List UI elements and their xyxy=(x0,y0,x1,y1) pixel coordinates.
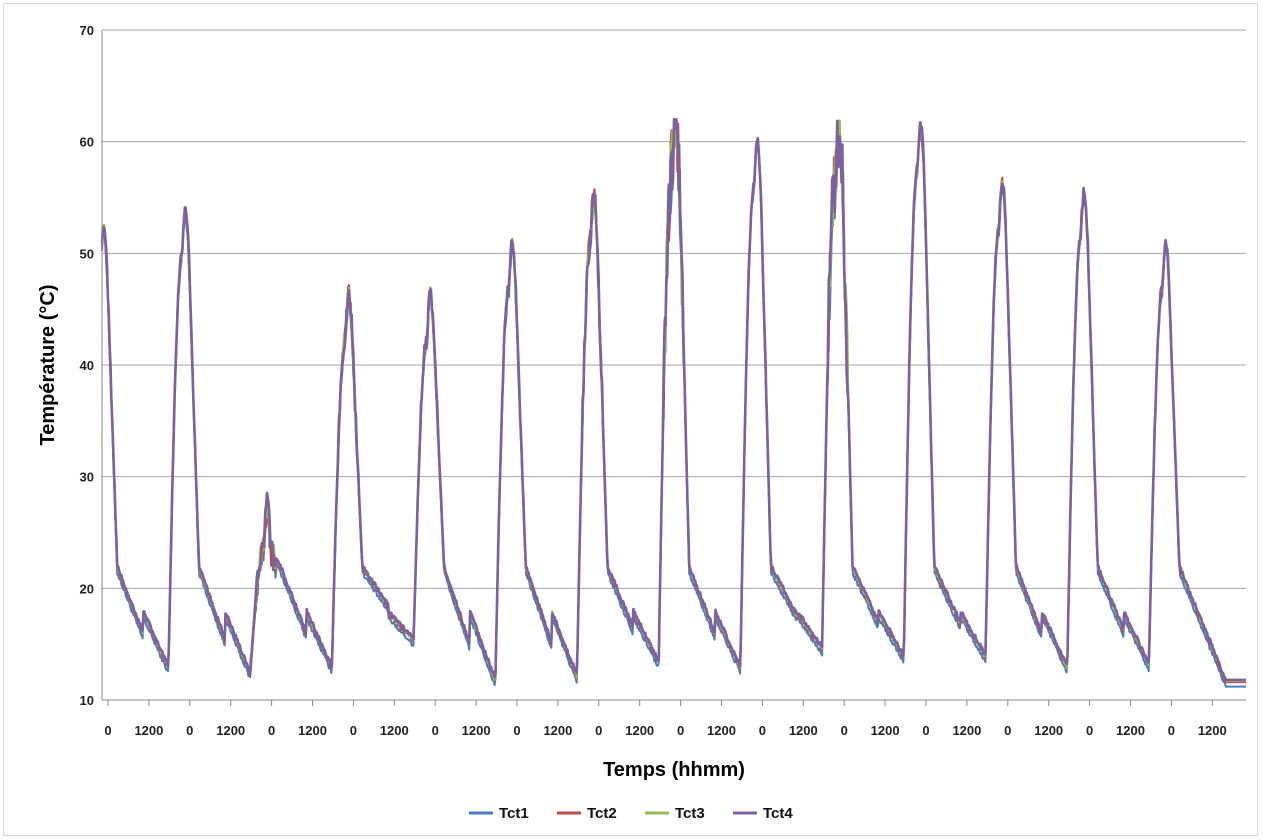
x-tick-label: 0 xyxy=(1004,723,1011,738)
series-line-tct2 xyxy=(101,120,1247,684)
series-line-tct3 xyxy=(101,119,1247,682)
x-tick-label: 0 xyxy=(841,723,848,738)
x-tick-label: 1200 xyxy=(462,723,491,738)
y-tick-label: 50 xyxy=(80,246,94,261)
x-tick-label: 0 xyxy=(513,723,520,738)
x-tick-label: 1200 xyxy=(707,723,736,738)
x-tick-label: 1200 xyxy=(298,723,327,738)
series-lines xyxy=(100,118,1247,688)
x-tick-label: 1200 xyxy=(1034,723,1063,738)
x-tick-label: 1200 xyxy=(871,723,900,738)
x-tick-label: 0 xyxy=(268,723,275,738)
legend-label-tct2: Tct2 xyxy=(587,805,617,822)
x-tick-label: 0 xyxy=(350,723,357,738)
x-tick-label: 0 xyxy=(104,723,111,738)
x-tick-label: 0 xyxy=(186,723,193,738)
x-tick-label: 1200 xyxy=(625,723,654,738)
x-tick-label: 1200 xyxy=(134,723,163,738)
x-tick-label: 1200 xyxy=(789,723,818,738)
series-line-tct1 xyxy=(101,125,1247,688)
y-axis-title: Température (°C) xyxy=(37,285,59,446)
legend-label-tct1: Tct1 xyxy=(499,805,529,822)
x-tick-label: 0 xyxy=(1168,723,1175,738)
x-tick-label: 1200 xyxy=(1116,723,1145,738)
x-tick-label: 0 xyxy=(759,723,766,738)
y-tick-label: 20 xyxy=(80,581,94,596)
x-tick-label: 1200 xyxy=(216,723,245,738)
y-tick-label: 60 xyxy=(80,135,94,150)
grid-lines xyxy=(102,29,1246,589)
x-tick-label: 1200 xyxy=(543,723,572,738)
x-tick-label: 1200 xyxy=(952,723,981,738)
legend: Tct1 Tct2 Tct3 Tct4 xyxy=(469,805,793,822)
y-tick-label: 30 xyxy=(80,470,94,485)
series-line-tct4 xyxy=(100,118,1247,682)
x-tick-labels: 0 1200 0 1200 0 1200 0 1200 0 1200 0 1200 0 1200 0 1200… xyxy=(104,700,1227,738)
chart-frame: 10 20 30 40 50 60 70 0 1200 0 1200 0 1200 0 1200 0 1200… xyxy=(3,3,1258,836)
x-tick-label: 0 xyxy=(595,723,602,738)
y-tick-label: 70 xyxy=(80,23,94,38)
x-tick-label: 0 xyxy=(432,723,439,738)
x-tick-label: 0 xyxy=(922,723,929,738)
y-tick-label: 10 xyxy=(80,693,94,708)
legend-label-tct4: Tct4 xyxy=(763,805,793,822)
temperature-chart: 10 20 30 40 50 60 70 0 1200 0 1200 0 1200 0 1200 0 1200… xyxy=(37,23,1247,822)
x-axis-title: Temps (hhmm) xyxy=(603,759,745,781)
x-tick-label: 0 xyxy=(677,723,684,738)
x-tick-label: 1200 xyxy=(380,723,409,738)
y-tick-label: 40 xyxy=(80,358,94,373)
legend-label-tct3: Tct3 xyxy=(675,805,705,822)
y-tick-labels: 10 20 30 40 50 60 70 xyxy=(80,23,94,708)
x-tick-label: 1200 xyxy=(1198,723,1227,738)
x-tick-label: 0 xyxy=(1086,723,1093,738)
